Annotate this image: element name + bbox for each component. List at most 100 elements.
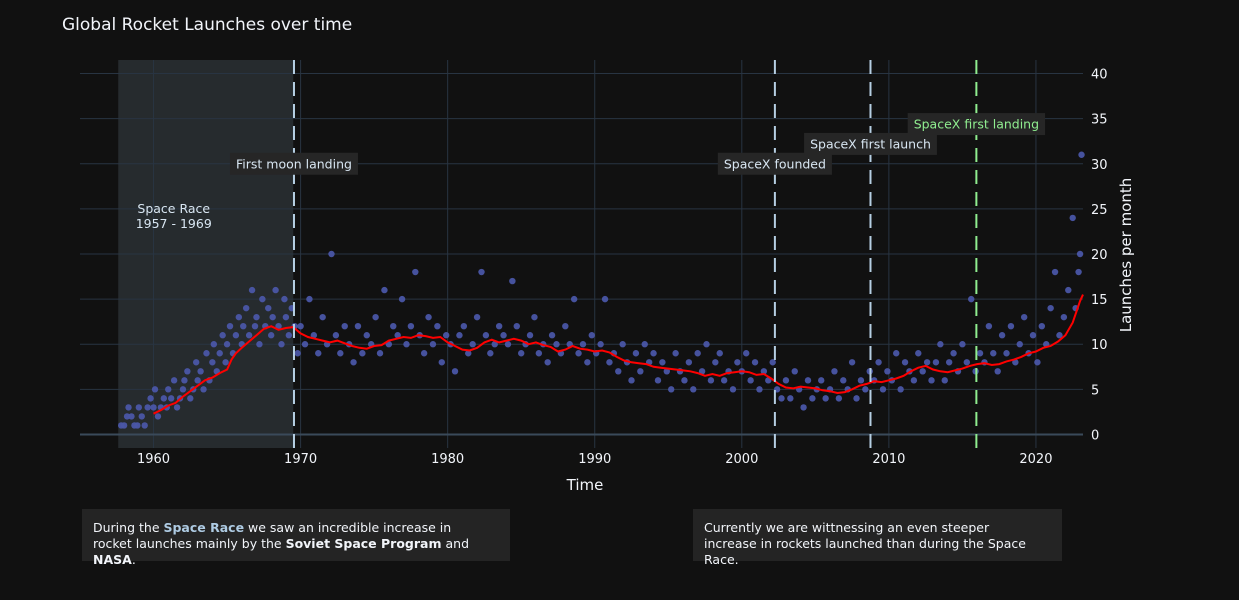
launch-point bbox=[994, 368, 1001, 375]
note-highlight-space-race: Space Race bbox=[163, 520, 245, 535]
launch-point bbox=[341, 322, 348, 330]
launch-point bbox=[641, 341, 648, 348]
launch-point bbox=[438, 359, 445, 366]
launch-point bbox=[976, 350, 984, 357]
launch-point bbox=[893, 350, 900, 357]
launch-point bbox=[1047, 304, 1054, 312]
launch-point bbox=[875, 359, 882, 366]
launch-point bbox=[756, 386, 763, 393]
launch-point bbox=[128, 413, 135, 420]
launch-point bbox=[154, 413, 162, 420]
note-text: During the bbox=[93, 520, 164, 535]
launch-point bbox=[403, 341, 410, 348]
y-tick-label: 0 bbox=[1091, 428, 1099, 443]
launch-point bbox=[469, 341, 476, 348]
launch-point bbox=[245, 332, 253, 339]
launch-point bbox=[197, 368, 204, 375]
launch-point bbox=[278, 341, 285, 348]
space-race-label: Space Race bbox=[137, 201, 210, 216]
launch-point bbox=[281, 295, 288, 303]
x-tick-label: 2020 bbox=[1019, 452, 1052, 467]
note-text: and bbox=[441, 536, 470, 551]
event-label-box bbox=[907, 113, 1046, 136]
launch-point bbox=[747, 377, 754, 384]
x-tick-label: 2010 bbox=[872, 452, 905, 467]
launch-point bbox=[1034, 359, 1041, 366]
launch-point bbox=[716, 350, 723, 357]
y-tick-label: 15 bbox=[1091, 293, 1108, 308]
launch-point bbox=[222, 359, 229, 366]
launch-point bbox=[945, 359, 953, 366]
launch-point bbox=[216, 350, 223, 357]
launch-point bbox=[135, 404, 143, 411]
launch-point bbox=[253, 313, 260, 321]
launch-point bbox=[915, 350, 922, 357]
launch-point bbox=[562, 322, 569, 330]
launch-point bbox=[950, 350, 957, 357]
launch-point bbox=[1056, 332, 1063, 339]
y-tick-label: 35 bbox=[1091, 113, 1108, 128]
launch-point bbox=[619, 341, 626, 348]
launch-point bbox=[272, 286, 279, 294]
launch-point bbox=[487, 350, 494, 357]
launch-point bbox=[504, 341, 512, 348]
launch-point bbox=[804, 377, 812, 384]
launch-point bbox=[256, 341, 263, 348]
launch-point bbox=[394, 332, 401, 339]
launch-point bbox=[535, 350, 543, 357]
launch-point bbox=[862, 386, 869, 393]
launch-point bbox=[526, 332, 534, 339]
launch-point bbox=[632, 350, 640, 357]
launch-point bbox=[998, 332, 1006, 339]
launch-point bbox=[990, 350, 997, 357]
launch-point bbox=[743, 350, 750, 357]
launch-point bbox=[601, 295, 609, 303]
launch-point bbox=[1078, 151, 1085, 158]
launch-point bbox=[259, 295, 266, 303]
y-tick-label: 5 bbox=[1091, 383, 1099, 398]
launch-point bbox=[650, 350, 657, 357]
launch-point bbox=[985, 322, 993, 330]
launch-point bbox=[165, 386, 172, 393]
launch-point bbox=[734, 359, 741, 366]
launch-point bbox=[1075, 268, 1082, 276]
launch-point bbox=[672, 350, 679, 357]
launch-point bbox=[398, 295, 406, 303]
launch-point bbox=[376, 350, 384, 357]
event-label: SpaceX first landing bbox=[914, 117, 1039, 132]
y-tick-label: 10 bbox=[1091, 338, 1108, 353]
x-tick-label: 1960 bbox=[137, 452, 170, 467]
launch-point bbox=[579, 341, 587, 348]
y-tick-label: 20 bbox=[1091, 248, 1108, 263]
launch-point bbox=[294, 350, 301, 357]
launch-point bbox=[150, 404, 157, 411]
launch-point bbox=[1003, 350, 1010, 357]
launch-point bbox=[306, 295, 313, 303]
launch-point bbox=[478, 268, 485, 276]
launch-point bbox=[297, 322, 304, 330]
launch-point bbox=[1020, 313, 1028, 321]
launch-point bbox=[465, 350, 472, 357]
launch-point bbox=[1029, 332, 1037, 339]
launch-point bbox=[167, 395, 175, 402]
launch-point bbox=[800, 404, 807, 411]
launch-point bbox=[319, 313, 326, 321]
launch-point bbox=[615, 368, 622, 375]
launch-point bbox=[412, 268, 419, 276]
launch-point bbox=[879, 386, 887, 393]
launch-point bbox=[884, 368, 891, 375]
launch-point bbox=[359, 350, 366, 357]
launch-point bbox=[363, 332, 370, 339]
launch-point bbox=[251, 322, 259, 330]
launch-point bbox=[160, 395, 168, 402]
note-text: rocket launches mainly by the bbox=[93, 536, 286, 551]
launch-point bbox=[690, 386, 697, 393]
launch-point bbox=[184, 368, 191, 375]
launch-point bbox=[138, 413, 145, 420]
note-text: we saw an incredible increase in bbox=[244, 520, 452, 535]
event-label: SpaceX first launch bbox=[810, 136, 931, 151]
launch-point bbox=[729, 386, 737, 393]
launch-point bbox=[509, 277, 516, 285]
event-label-box bbox=[717, 152, 832, 175]
launch-point bbox=[544, 359, 551, 366]
